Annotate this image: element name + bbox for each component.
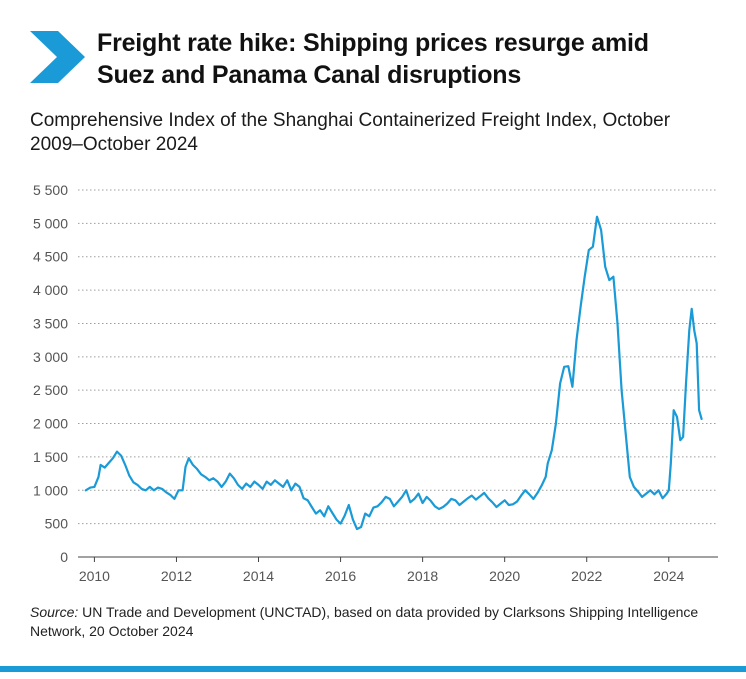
source-label: Source: — [30, 604, 79, 620]
chart-subtitle: Comprehensive Index of the Shanghai Cont… — [30, 109, 730, 157]
y-tick-label: 5 000 — [33, 215, 68, 231]
chart-title: Freight rate hike: Shipping prices resur… — [97, 27, 727, 91]
y-tick-label: 3 000 — [33, 349, 68, 365]
x-tick-label: 2014 — [243, 568, 274, 584]
x-tick-label: 2022 — [571, 568, 602, 584]
y-tick-label: 5 500 — [33, 182, 68, 198]
chart-title-line1: Freight rate hike: Shipping prices resur… — [97, 29, 649, 57]
x-tick-label: 2024 — [653, 568, 684, 584]
chart-subtitle-line1: Comprehensive Index of the Shanghai Cont… — [30, 110, 671, 131]
y-axis-tick-labels: 0 500 1 000 1 500 2 000 2 500 3 000 3 500 4 000 4… — [33, 182, 68, 565]
y-tick-label: 2 500 — [33, 382, 68, 398]
y-tick-label: 2 000 — [33, 416, 68, 432]
x-axis-tick-labels: 2010 2012 2014 2016 2018 2020 2022 2024 — [79, 568, 685, 584]
freight-index-line-chart: 0 500 1 000 1 500 2 000 2 500 3 000 3 500 4 000 4… — [33, 182, 718, 584]
source-text: UN Trade and Development (UNCTAD), based… — [30, 604, 699, 639]
y-tick-label: 1 500 — [33, 449, 68, 465]
chart-subtitle-line2: 2009–October 2024 — [30, 134, 198, 155]
x-tick-label: 2016 — [325, 568, 356, 584]
bottom-accent-bar — [0, 666, 746, 672]
x-tick-label: 2018 — [407, 568, 438, 584]
x-tick-label: 2020 — [489, 568, 520, 584]
y-tick-label: 4 000 — [33, 282, 68, 298]
gridlines — [78, 189, 718, 525]
chart-title-line2: Suez and Panama Canal disruptions — [97, 61, 522, 89]
x-tick-label: 2012 — [161, 568, 192, 584]
y-tick-label: 0 — [60, 549, 68, 565]
source-note: Source: UN Trade and Development (UNCTAD… — [30, 603, 730, 641]
series-line — [84, 215, 703, 531]
x-tick-label: 2010 — [79, 568, 110, 584]
chevron-logo-icon — [30, 31, 85, 83]
series-lines — [84, 215, 703, 531]
y-tick-label: 500 — [45, 516, 69, 532]
x-axis-tick-marks — [93, 557, 670, 562]
y-tick-label: 3 500 — [33, 315, 68, 331]
y-tick-label: 4 500 — [33, 249, 68, 265]
y-tick-label: 1 000 — [33, 482, 68, 498]
